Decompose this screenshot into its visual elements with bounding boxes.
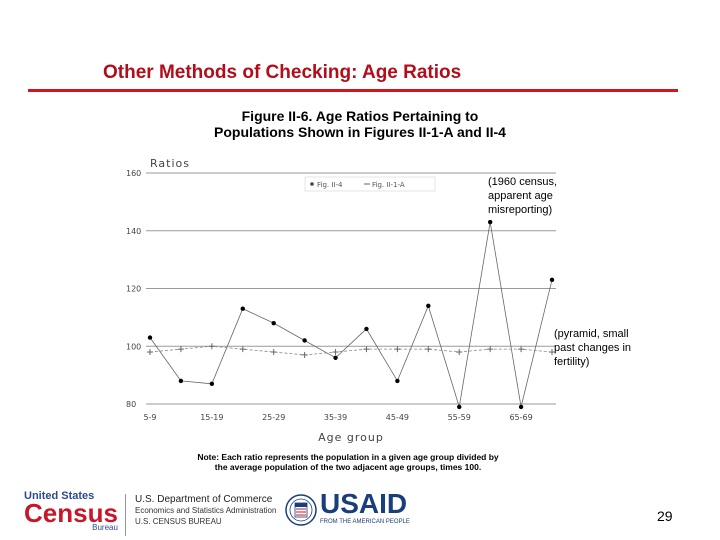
data-point <box>394 346 401 353</box>
data-point <box>333 355 338 360</box>
y-tick-label: 120 <box>126 285 141 294</box>
title-underline <box>28 89 678 92</box>
footer-divider <box>125 494 126 536</box>
annotation-line: (1960 census, <box>488 176 558 188</box>
data-point <box>487 219 493 225</box>
y-tick-label: 100 <box>126 342 141 351</box>
annotation-line: apparent age <box>488 190 553 202</box>
age-ratio-chart: 80 100 120 140 160 Ratios 5-9 15-19 25-29 35-39 45… <box>126 157 556 444</box>
legend-label: Fig. II-4 <box>317 181 343 189</box>
x-tick-label: 5-9 <box>143 413 156 422</box>
legend-label: Fig. II-1-A <box>372 181 405 189</box>
figure-title-line1: Figure II-6. Age Ratios Pertaining to <box>241 108 479 124</box>
page-number: 29 <box>657 508 673 524</box>
y-tick-label: 140 <box>126 227 141 236</box>
x-tick-label: 15-19 <box>200 413 223 422</box>
data-point <box>456 349 463 356</box>
data-point <box>301 351 308 358</box>
footer: United States Census Bureau U.S. Departm… <box>0 480 720 540</box>
annotation-1960-census: (1960 census, apparent age misreporting) <box>488 175 557 217</box>
data-point <box>209 381 215 386</box>
data-point <box>518 346 525 353</box>
data-point <box>240 306 245 311</box>
data-point <box>332 349 339 356</box>
x-tick-label: 35-39 <box>324 413 347 422</box>
x-tick-label: 45-49 <box>386 413 409 422</box>
data-point <box>239 346 246 353</box>
data-point <box>147 349 153 356</box>
commerce-department-text: U.S. Department of Commerce Economics an… <box>135 494 276 527</box>
doc-line2: Economics and Statistics Administration <box>135 506 277 515</box>
x-tick-label: 55-59 <box>448 413 471 422</box>
census-logo-top: United States <box>24 490 95 502</box>
doc-line1: U.S. Department of Commerce <box>135 494 273 505</box>
x-axis-label: Age group <box>318 431 384 444</box>
data-point <box>457 404 462 410</box>
legend-marker <box>310 182 314 186</box>
usaid-logo-sub: FROM THE AMERICAN PEOPLE <box>320 519 410 525</box>
x-tick-label: 65-69 <box>509 413 532 422</box>
usaid-seal-icon <box>285 494 317 526</box>
data-point <box>487 346 494 353</box>
data-point <box>549 349 555 356</box>
data-point <box>549 277 555 283</box>
x-tick-label: 25-29 <box>262 413 285 422</box>
data-point <box>177 346 184 353</box>
note-line2: the average population of the two adjace… <box>214 462 482 472</box>
annotation-line: (pyramid, small <box>554 328 629 340</box>
data-point <box>364 326 369 332</box>
annotation-pyramid: (pyramid, small past changes in fertilit… <box>554 327 631 369</box>
annotation-line: past changes in <box>554 342 632 354</box>
y-tick-label: 160 <box>126 169 141 178</box>
data-point <box>178 378 184 384</box>
usaid-logo: USAID FROM THE AMERICAN PEOPLE <box>320 488 410 526</box>
chart-note: Note: Each ratio represents the populati… <box>168 452 528 472</box>
data-point <box>426 303 431 309</box>
census-bureau-logo: United States Census Bureau <box>24 490 118 532</box>
annotation-line: misreporting) <box>488 204 553 216</box>
census-logo-main: Census <box>24 498 118 528</box>
figure-title: Figure II-6. Age Ratios Pertaining to Po… <box>190 108 530 140</box>
note-line1: Note: Each ratio represents the populati… <box>197 452 499 462</box>
data-point <box>271 320 276 326</box>
y-tick-label: 80 <box>126 400 136 409</box>
usaid-logo-main: USAID <box>320 488 408 519</box>
series-line <box>149 345 553 356</box>
data-point <box>208 343 215 350</box>
y-axis-label: Ratios <box>150 157 190 170</box>
data-point <box>270 349 277 356</box>
slide-title: Other Methods of Checking: Age Ratios <box>103 62 462 83</box>
series-line <box>149 222 553 408</box>
doc-line3: U.S. CENSUS BUREAU <box>135 517 222 526</box>
data-point <box>147 335 153 340</box>
annotation-line: fertility) <box>554 356 590 368</box>
data-point <box>302 338 307 343</box>
data-point <box>395 378 400 384</box>
figure-title-line2: Populations Shown in Figures II-1-A and … <box>214 124 506 140</box>
data-point <box>425 346 432 353</box>
data-point <box>363 346 370 353</box>
data-point <box>518 404 524 410</box>
census-logo-bureau: Bureau <box>92 523 118 532</box>
